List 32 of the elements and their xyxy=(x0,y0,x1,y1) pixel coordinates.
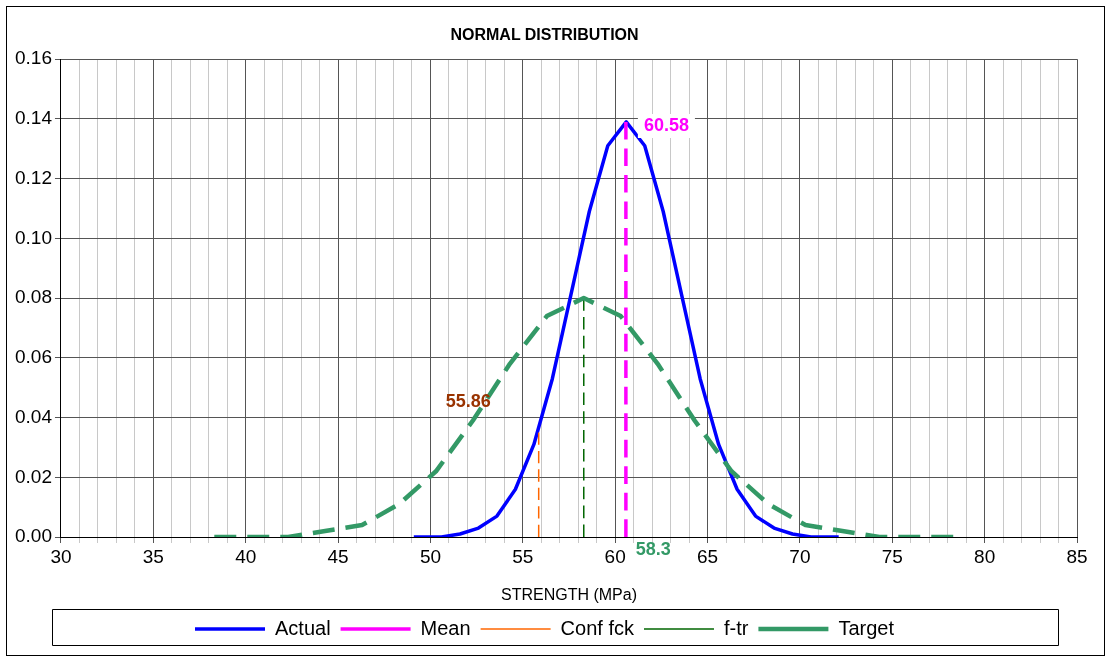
y-tick-label: 0.02 xyxy=(15,465,52,487)
x-tick-label: 70 xyxy=(789,545,811,567)
y-tick-label: 0.08 xyxy=(15,286,52,308)
x-tick-label: 60 xyxy=(604,545,626,567)
line-series xyxy=(212,295,956,537)
y-tick-label: 0.00 xyxy=(15,525,52,547)
x-tick-label: 65 xyxy=(696,545,719,567)
legend-label: Mean xyxy=(420,616,471,639)
x-tick-label: 45 xyxy=(327,545,349,567)
x-tick-label: 40 xyxy=(235,545,257,567)
x-tick-label: 75 xyxy=(881,545,903,567)
chart-title: NORMAL DISTRIBUTION xyxy=(450,26,639,44)
x-axis-title: STRENGTH (MPa) xyxy=(500,585,637,603)
y-tick-label: 0.14 xyxy=(15,107,53,129)
x-tick-label: 35 xyxy=(142,545,164,567)
y-tick-label: 0.12 xyxy=(15,166,52,188)
annotation: 58.3 xyxy=(635,538,671,559)
x-tick-label: 50 xyxy=(419,545,442,567)
x-tick-label: 55 xyxy=(512,545,534,567)
legend-label: Actual xyxy=(275,616,331,639)
y-tick-label: 0.06 xyxy=(15,346,52,368)
annotation: 55.86 xyxy=(445,390,491,411)
y-tick-label: 0.04 xyxy=(15,405,53,427)
x-tick-label: 80 xyxy=(974,545,996,567)
annotation: 60.58 xyxy=(643,114,689,135)
y-tick-label: 0.10 xyxy=(15,226,52,248)
legend-label: f-tr xyxy=(723,616,749,639)
legend-label: Conf fck xyxy=(560,616,635,639)
y-tick-label: 0.16 xyxy=(15,47,52,69)
legend-label: Target xyxy=(838,616,895,639)
x-tick-label: 85 xyxy=(1066,545,1088,567)
x-tick-label: 30 xyxy=(50,545,72,567)
